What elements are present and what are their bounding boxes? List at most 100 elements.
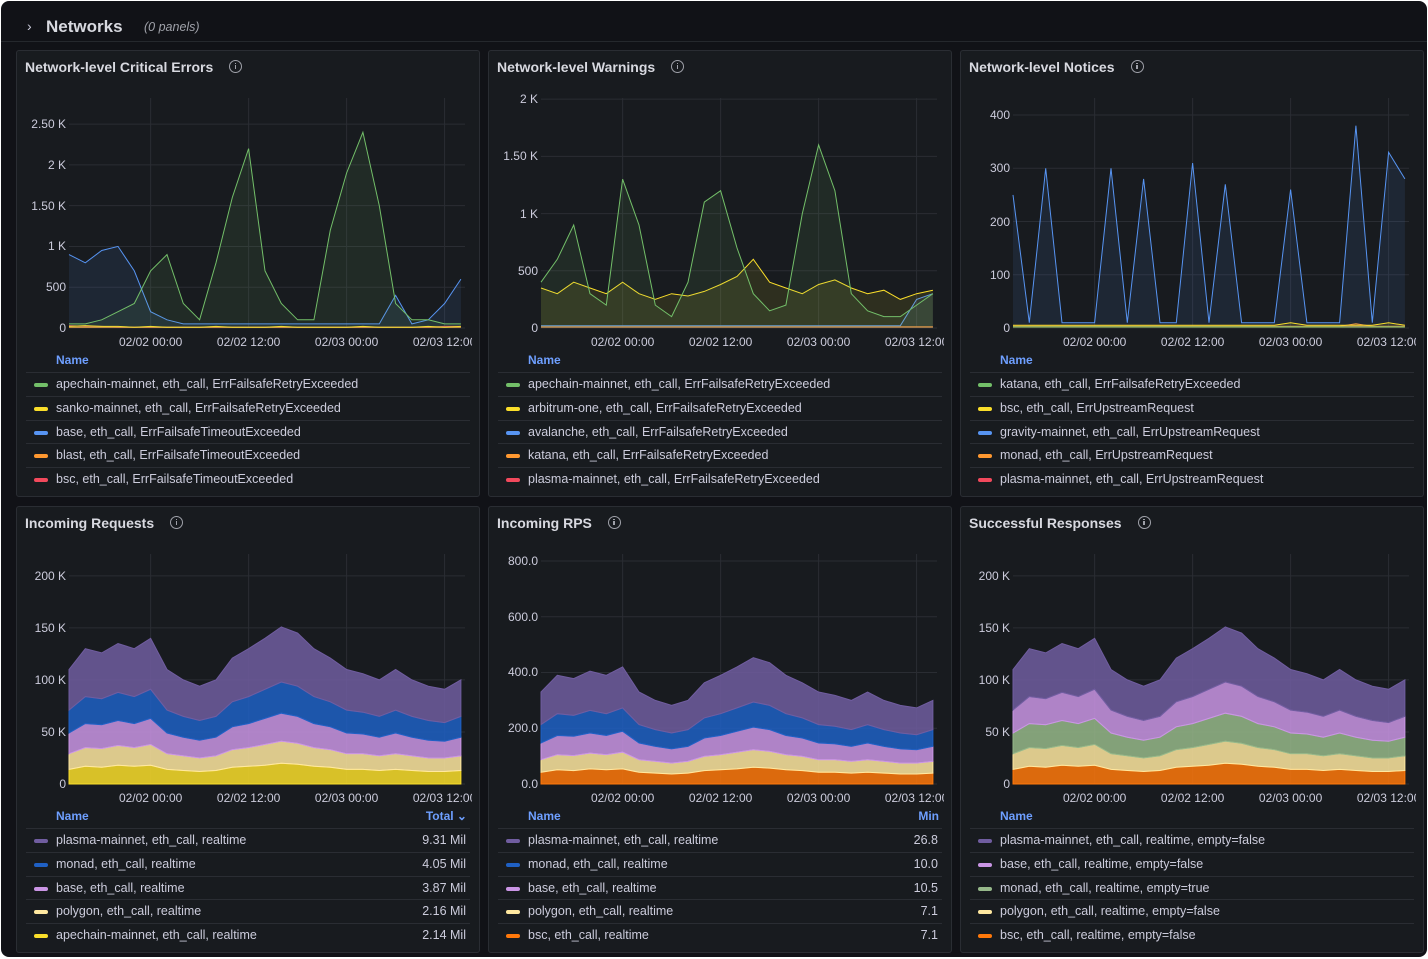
legend-item[interactable]: bsc, eth_call, ErrFailsafeTimeoutExceede… <box>26 467 470 491</box>
x-tick-label: 02/02 00:00 <box>118 335 183 349</box>
legend-series-name: bsc, eth_call, realtime <box>528 928 649 943</box>
legend-item[interactable]: polygon, eth_call, realtime 2.16 Mil <box>26 899 470 923</box>
row-header-networks[interactable]: › Networks (0 panels) <box>1 1 1427 42</box>
legend-series-value: 2.16 Mil <box>422 904 466 919</box>
chart-plot <box>68 98 465 329</box>
panel-incoming-requests: Incoming Requests 0 50 K 100 K 150 K 200 K 02/… <box>16 506 480 953</box>
legend-swatch <box>978 454 992 459</box>
legend-swatch <box>978 478 992 483</box>
legend-item[interactable]: plasma-mainnet, eth_call, realtime, empt… <box>970 828 1414 852</box>
legend-swatch <box>34 406 48 411</box>
legend-item[interactable]: sanko-mainnet, eth_call, ErrFailsafeRetr… <box>26 395 470 420</box>
legend-item[interactable]: monad, eth_call, ErrUpstreamRequest <box>970 443 1414 467</box>
panel-successful-responses: Successful Responses 0 50 K 100 K 150 K 200 K… <box>960 506 1424 953</box>
legend-item[interactable]: arbitrum-one, eth_call, ErrFailsafeRetry… <box>498 395 942 420</box>
legend-swatch <box>978 406 992 411</box>
legend-swatch <box>506 430 520 435</box>
legend-item[interactable]: avalanche, eth_call, ErrFailsafeRetryExc… <box>498 419 942 444</box>
series-line <box>69 130 461 325</box>
info-icon[interactable] <box>607 516 621 529</box>
y-tick-label: 500 <box>45 280 66 295</box>
legend-item[interactable]: blast, eth_call, ErrFailsafeTimeoutExcee… <box>26 443 470 467</box>
y-tick-label: 400 <box>989 108 1010 123</box>
legend-series-name: base, eth_call, realtime <box>528 880 657 895</box>
legend-item[interactable]: base, eth_call, realtime 10.5 <box>498 875 942 900</box>
legend-item[interactable]: apechain-mainnet, eth_call, ErrFailsafeR… <box>26 372 470 396</box>
legend-item[interactable]: katana, eth_call, ErrFailsafeRetryExceed… <box>498 443 942 467</box>
legend-item[interactable]: base, eth_call, realtime, empty=false <box>970 851 1414 876</box>
legend-item[interactable]: monad, eth_call, realtime, empty=true <box>970 875 1414 900</box>
panel-title[interactable]: Network-level Critical Errors <box>25 59 243 75</box>
legend-series-name: katana, eth_call, ErrFailsafeRetryExceed… <box>1000 377 1241 391</box>
y-tick-label: 100 K <box>978 672 1010 687</box>
row-title: Networks <box>46 17 123 36</box>
series-area <box>69 246 461 328</box>
series-stack-area <box>1012 626 1406 724</box>
legend-series-name: base, eth_call, realtime <box>56 880 185 895</box>
panel-title[interactable]: Network-level Warnings <box>497 59 685 75</box>
info-icon[interactable] <box>671 60 685 73</box>
legend-value-header[interactable]: Min <box>918 809 939 823</box>
legend-series-value: 10.0 <box>913 856 938 871</box>
legend-series-name: monad, eth_call, realtime <box>56 856 196 871</box>
legend-swatch <box>506 478 520 483</box>
legend-series-name: plasma-mainnet, eth_call, realtime <box>528 833 719 847</box>
legend-series-name: apechain-mainnet, eth_call, realtime <box>56 928 257 943</box>
legend-series-name: katana, eth_call, ErrFailsafeRetryExceed… <box>528 448 769 463</box>
panel-title[interactable]: Incoming RPS <box>497 515 621 531</box>
x-tick-label: 02/02 12:00 <box>216 791 281 805</box>
legend-name-header[interactable]: Name <box>528 809 561 823</box>
legend-item[interactable]: bsc, eth_call, ErrUpstreamRequest <box>970 395 1414 420</box>
legend-item[interactable]: apechain-mainnet, eth_call, realtime 2.14… <box>26 923 470 947</box>
panel-incoming-rps: Incoming RPS 0.0 200.0 400.0 600.0 800.0 02/02… <box>488 506 952 953</box>
legend-name-header[interactable]: Name <box>1000 809 1033 823</box>
panel-title[interactable]: Incoming Requests <box>25 515 184 531</box>
legend-swatch <box>506 406 520 411</box>
legend-item[interactable]: plasma-mainnet, eth_call, ErrUpstreamReq… <box>970 467 1414 491</box>
legend-item[interactable]: monad, eth_call, realtime 10.0 <box>498 851 942 876</box>
legend-item[interactable]: katana, eth_call, ErrFailsafeRetryExceed… <box>970 372 1414 396</box>
legend-item[interactable]: bsc, eth_call, realtime 7.1 <box>498 923 942 947</box>
legend-swatch <box>506 839 520 843</box>
info-icon[interactable] <box>229 60 243 73</box>
legend-item[interactable]: polygon, eth_call, realtime, empty=false <box>970 899 1414 923</box>
y-tick-label: 0.0 <box>521 777 538 791</box>
legend-item[interactable]: base, eth_call, ErrFailsafeTimeoutExceed… <box>26 419 470 444</box>
legend-value-header[interactable]: Total ⌄ <box>425 809 467 823</box>
y-tick-label: 100 <box>989 267 1010 282</box>
panel-title[interactable]: Network-level Notices <box>969 59 1144 75</box>
legend-item[interactable]: monad, eth_call, realtime 4.05 Mil <box>26 851 470 876</box>
legend-series-value: 10.5 <box>913 880 938 895</box>
legend-swatch <box>34 478 48 483</box>
legend-item[interactable]: apechain-mainnet, eth_call, ErrFailsafeR… <box>498 372 942 396</box>
legend-item[interactable]: polygon, eth_call, realtime 7.1 <box>498 899 942 923</box>
legend-item[interactable]: bsc, eth_call, realtime, empty=false <box>970 923 1414 947</box>
legend-series-value: 2.14 Mil <box>422 928 466 943</box>
info-icon[interactable] <box>170 516 184 529</box>
x-tick-label: 02/03 12:00 <box>412 791 472 805</box>
legend-name-header[interactable]: Name <box>1000 353 1033 367</box>
legend-name-header[interactable]: Name <box>56 809 89 823</box>
legend-item[interactable]: plasma-mainnet, eth_call, realtime 9.31 M… <box>26 828 470 852</box>
legend-item[interactable]: gravity-mainnet, eth_call, ErrUpstreamRe… <box>970 419 1414 444</box>
chevron-right-icon[interactable]: › <box>27 18 32 34</box>
legend-item[interactable]: plasma-mainnet, eth_call, ErrFailsafeRet… <box>498 467 942 491</box>
legend-series-value: 3.87 Mil <box>422 880 466 895</box>
legend-item[interactable]: plasma-mainnet, eth_call, realtime 26.8 <box>498 828 942 852</box>
legend-series-name: bsc, eth_call, realtime, empty=false <box>1000 928 1196 943</box>
info-icon[interactable] <box>1137 516 1151 529</box>
legend-series-name: blast, eth_call, ErrFailsafeTimeoutExcee… <box>56 448 301 463</box>
legend-series-name: plasma-mainnet, eth_call, ErrFailsafeRet… <box>528 472 820 487</box>
legend-series-name: plasma-mainnet, eth_call, realtime, empt… <box>1000 833 1266 847</box>
x-tick-label: 02/02 12:00 <box>216 335 281 349</box>
legend-name-header[interactable]: Name <box>528 353 561 367</box>
legend-series-name: arbitrum-one, eth_call, ErrFailsafeRetry… <box>528 400 802 415</box>
legend-name-header[interactable]: Name <box>56 353 89 367</box>
legend-series-name: polygon, eth_call, realtime <box>528 904 674 919</box>
legend-swatch <box>34 430 48 435</box>
legend-series-name: polygon, eth_call, realtime <box>56 904 202 919</box>
panel-title[interactable]: Successful Responses <box>969 515 1151 531</box>
legend-item[interactable]: base, eth_call, realtime 3.87 Mil <box>26 875 470 900</box>
y-tick-label: 1.50 K <box>31 198 66 213</box>
info-icon[interactable] <box>1130 60 1144 73</box>
